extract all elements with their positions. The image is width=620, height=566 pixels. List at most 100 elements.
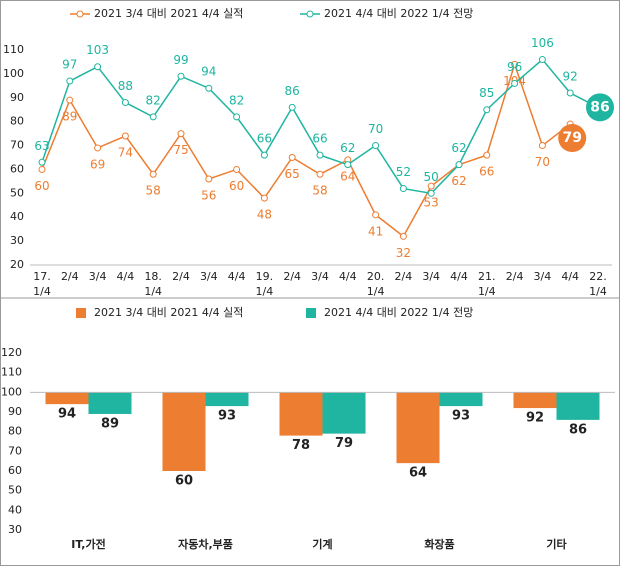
x-tick-label: 2/4 xyxy=(395,270,413,283)
bar xyxy=(279,392,323,436)
point xyxy=(205,84,213,92)
value-label: 99 xyxy=(173,53,188,67)
point xyxy=(205,175,213,183)
x-tick-label: 4/4 xyxy=(339,270,357,283)
value-label: 92 xyxy=(563,70,578,84)
value-label: 66 xyxy=(312,132,327,146)
point xyxy=(511,79,519,87)
point xyxy=(538,142,546,150)
value-label: 86 xyxy=(590,99,609,115)
value-label: 75 xyxy=(173,143,188,157)
y-tick-label: 80 xyxy=(8,425,22,438)
x-tick-label: 20. 1/4 xyxy=(367,270,385,298)
value-label: 74 xyxy=(118,146,133,160)
bar xyxy=(205,392,249,407)
value-label: 65 xyxy=(285,167,300,181)
point xyxy=(316,151,324,159)
highlight xyxy=(558,124,587,153)
x-tick-label: 기계 xyxy=(312,537,332,551)
bar xyxy=(162,392,206,471)
bar xyxy=(45,392,89,405)
point xyxy=(344,161,352,169)
y-tick-label: 30 xyxy=(8,523,22,536)
value-label: 64 xyxy=(340,169,355,183)
value-label: 48 xyxy=(257,208,272,222)
value-label: 60 xyxy=(229,179,244,193)
value-label: 53 xyxy=(424,196,439,210)
x-tick-label: 3/4 xyxy=(311,270,329,283)
point xyxy=(38,165,46,173)
x-tick-label: 기타 xyxy=(546,537,567,551)
value-label: 79 xyxy=(562,130,581,146)
value-label: 86 xyxy=(569,422,587,437)
point xyxy=(566,89,574,97)
x-tick-label: 22. 1/4 xyxy=(589,270,607,298)
point xyxy=(121,99,129,107)
legend-label: 2021 4/4 대비 2022 1/4 전망 xyxy=(324,306,473,319)
legend-swatch xyxy=(76,308,86,318)
point xyxy=(149,170,157,178)
value-label: 58 xyxy=(312,184,327,198)
y-tick-label: 30 xyxy=(10,234,24,247)
x-tick-label: 2/4 xyxy=(506,270,524,283)
x-tick-label: 3/4 xyxy=(89,270,107,283)
highlight xyxy=(586,93,614,122)
legend-marker xyxy=(76,10,84,18)
point xyxy=(483,106,491,114)
point xyxy=(149,113,157,121)
point xyxy=(483,151,491,159)
value-label: 60 xyxy=(175,474,193,489)
value-label: 62 xyxy=(340,141,355,155)
point xyxy=(260,151,268,159)
value-label: 79 xyxy=(335,436,353,451)
value-label: 85 xyxy=(479,86,494,100)
x-tick-label: 2/4 xyxy=(61,270,79,283)
value-label: 63 xyxy=(34,139,49,153)
value-label: 106 xyxy=(531,36,554,50)
legend-marker xyxy=(306,10,314,18)
x-tick-label: 4/4 xyxy=(117,270,135,283)
bar xyxy=(439,392,483,407)
line xyxy=(41,61,571,238)
value-label: 66 xyxy=(479,165,494,179)
point xyxy=(288,154,296,161)
x-tick-label: 2/4 xyxy=(172,270,190,283)
value-label: 97 xyxy=(62,58,77,72)
y-tick-label: 100 xyxy=(3,67,24,80)
value-label: 66 xyxy=(257,132,272,146)
value-label: 89 xyxy=(62,110,77,124)
bar xyxy=(396,392,440,464)
y-tick-label: 40 xyxy=(8,503,22,516)
y-tick-label: 70 xyxy=(10,139,24,152)
value-label: 96 xyxy=(507,60,522,74)
x-tick-label: 2/4 xyxy=(283,270,301,283)
value-label: 62 xyxy=(451,141,466,155)
x-tick-label: 21. 1/4 xyxy=(478,270,496,298)
value-label: 86 xyxy=(285,84,300,98)
value-label: 70 xyxy=(368,122,383,136)
y-tick-label: 40 xyxy=(10,210,24,223)
x-tick-label: 18. 1/4 xyxy=(144,270,162,298)
y-tick-label: 20 xyxy=(10,258,24,271)
x-tick-label: 17. 1/4 xyxy=(33,270,51,298)
point xyxy=(455,161,463,169)
value-label: 52 xyxy=(396,165,411,179)
value-label: 103 xyxy=(86,43,109,57)
point xyxy=(66,96,74,104)
x-tick-label: 4/4 xyxy=(228,270,246,283)
bar xyxy=(556,392,600,420)
point xyxy=(372,211,380,219)
legend-label: 2021 3/4 대비 2021 4/4 실적 xyxy=(94,7,243,20)
point xyxy=(260,194,268,202)
y-tick-label: 50 xyxy=(8,484,22,497)
value-label: 56 xyxy=(201,189,216,203)
x-tick-label: 4/4 xyxy=(561,270,579,283)
legend-label: 2021 3/4 대비 2021 4/4 실적 xyxy=(94,306,243,319)
value-label: 92 xyxy=(526,411,544,426)
value-label: 82 xyxy=(229,93,244,107)
point xyxy=(38,158,46,166)
value-label: 94 xyxy=(58,407,76,422)
point xyxy=(288,103,296,111)
bar xyxy=(322,392,366,434)
